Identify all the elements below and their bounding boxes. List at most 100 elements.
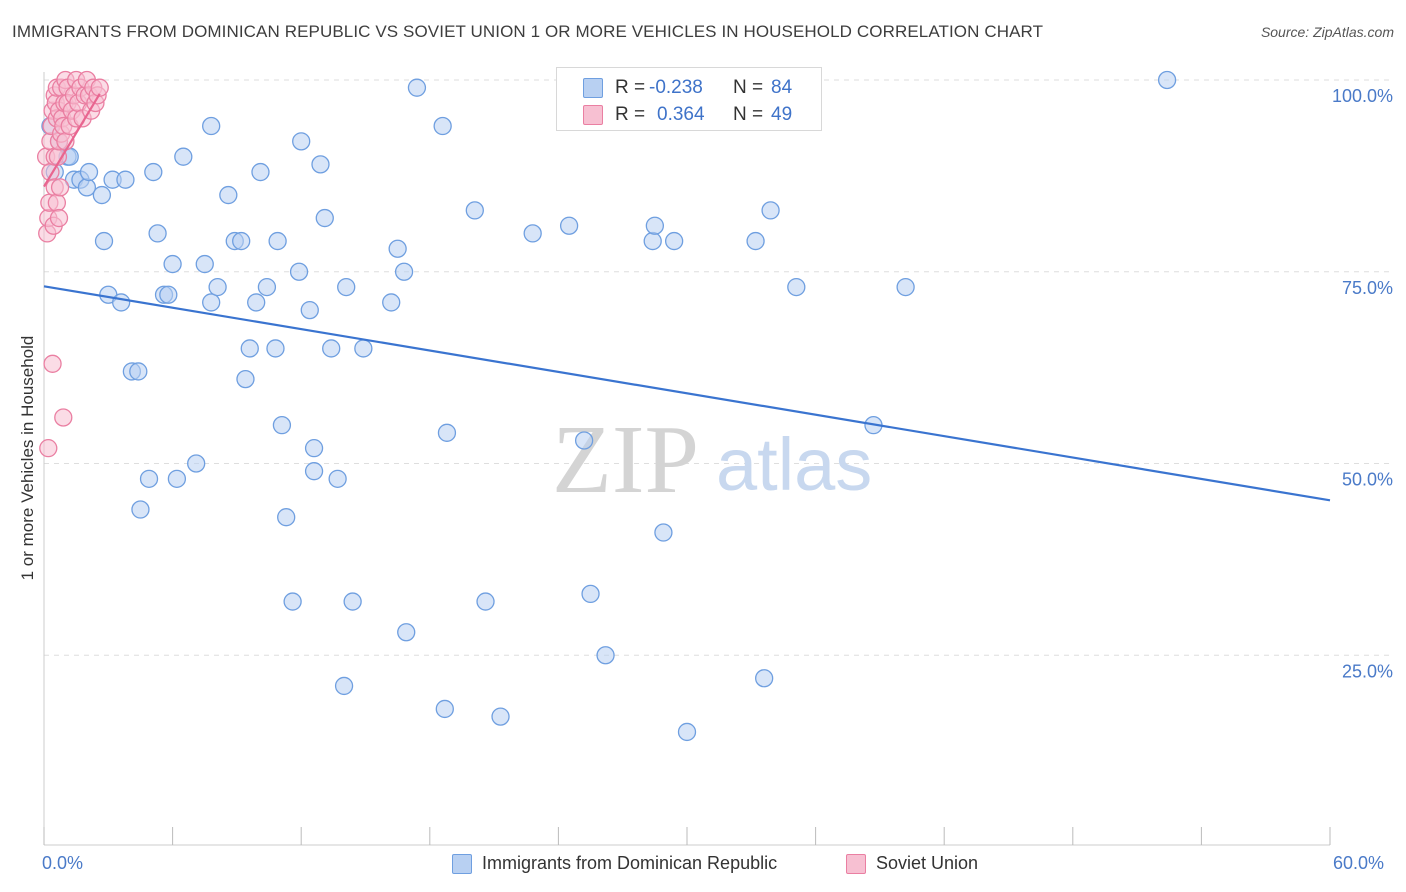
- bottom-legend-swatch-soviet: [846, 854, 866, 874]
- point-dominican: [304, 439, 324, 458]
- legend-r-label: R =: [615, 104, 646, 125]
- point-dominican: [139, 469, 159, 488]
- point-dominican: [94, 231, 114, 251]
- x-tick-label-min: 0.0%: [42, 853, 84, 873]
- point-dominican: [755, 669, 774, 688]
- point-dominican: [116, 170, 135, 189]
- point-dominican: [272, 415, 292, 435]
- legend-n-label: N =: [733, 77, 764, 98]
- point-dominican: [202, 293, 221, 312]
- point-dominican: [523, 224, 542, 243]
- point-dominican: [581, 584, 600, 604]
- point-dominican: [896, 277, 915, 297]
- trend-line-soviet: [43, 93, 101, 188]
- y-tick-label: 50.0%: [1342, 470, 1393, 490]
- point-dominican: [292, 132, 311, 151]
- point-soviet: [49, 208, 69, 228]
- legend-swatch-soviet: [583, 105, 603, 125]
- point-dominican: [195, 254, 214, 274]
- point-dominican: [465, 201, 484, 220]
- legend-swatch-dominican: [583, 78, 603, 98]
- point-dominican: [257, 277, 277, 297]
- point-dominican: [337, 277, 356, 297]
- point-dominican: [219, 185, 238, 205]
- bottom-legend-label-soviet: Soviet Union: [876, 853, 979, 873]
- point-dominican: [574, 431, 594, 450]
- data-points: [36, 70, 1177, 742]
- point-dominican: [1157, 70, 1177, 90]
- point-dominican: [129, 362, 148, 381]
- x-tick-label-max: 60.0%: [1333, 853, 1385, 873]
- bottom-legend-label-dominican: Immigrants from Dominican Republic: [482, 853, 778, 873]
- y-tick-label: 25.0%: [1342, 661, 1393, 681]
- point-dominican: [268, 231, 287, 251]
- legend-r-label: R =: [615, 77, 646, 98]
- y-axis-label: 1 or more Vehicles in Household: [18, 335, 37, 581]
- point-dominican: [491, 707, 510, 726]
- point-soviet: [47, 193, 67, 212]
- point-soviet: [50, 178, 70, 197]
- point-soviet: [39, 439, 58, 458]
- watermark-zip: ZIP: [552, 406, 699, 514]
- point-dominican: [144, 162, 163, 182]
- point-dominican: [79, 162, 99, 182]
- point-dominican: [163, 254, 182, 274]
- point-dominican: [645, 216, 664, 235]
- point-dominican: [304, 462, 324, 481]
- point-dominican: [232, 231, 251, 251]
- point-dominican: [236, 369, 255, 389]
- point-dominican: [247, 293, 266, 312]
- point-dominican: [664, 231, 684, 251]
- watermark: ZIP atlas: [552, 406, 872, 514]
- point-dominican: [397, 623, 416, 642]
- watermark-atlas: atlas: [716, 423, 872, 506]
- legend-row-dominican: R = -0.238 N = 84: [557, 74, 821, 100]
- point-dominican: [787, 277, 806, 297]
- point-dominican: [334, 676, 354, 696]
- point-dominican: [311, 155, 330, 174]
- source-label: Source: ZipAtlas.com: [1260, 24, 1394, 40]
- point-dominican: [354, 339, 373, 358]
- point-soviet: [54, 408, 73, 427]
- y-tick-label: 75.0%: [1342, 278, 1393, 298]
- gridlines: [44, 79, 1392, 656]
- point-soviet: [43, 354, 62, 373]
- point-dominican: [388, 239, 407, 258]
- legend-n-value-dominican: 84: [771, 77, 793, 98]
- point-dominican: [92, 185, 112, 205]
- bottom-legend-swatch-dominican: [452, 854, 472, 874]
- point-dominican: [328, 469, 347, 488]
- point-dominican: [435, 699, 454, 719]
- point-dominican: [174, 147, 193, 166]
- point-dominican: [148, 224, 167, 243]
- point-dominican: [382, 293, 401, 312]
- point-dominican: [283, 592, 302, 611]
- point-dominican: [437, 423, 457, 442]
- point-dominican: [202, 116, 221, 136]
- legend-r-value-soviet: 0.364: [657, 104, 705, 125]
- point-dominican: [746, 231, 765, 251]
- point-dominican: [159, 285, 178, 304]
- point-dominican: [559, 216, 579, 235]
- point-dominican: [251, 162, 270, 182]
- point-dominican: [277, 508, 296, 527]
- point-soviet: [90, 78, 109, 97]
- point-dominican: [131, 500, 150, 519]
- point-dominican: [289, 262, 309, 281]
- point-dominican: [315, 208, 334, 228]
- correlation-legend: R = -0.238 N = 84 R = 0.364 N = 49: [556, 67, 822, 131]
- point-dominican: [643, 231, 662, 251]
- legend-r-value-dominican: -0.238: [649, 77, 703, 98]
- point-dominican: [300, 300, 319, 320]
- point-dominican: [476, 592, 495, 611]
- legend-n-value-soviet: 49: [771, 104, 793, 125]
- chart-title: IMMIGRANTS FROM DOMINICAN REPUBLIC VS SO…: [12, 22, 1044, 41]
- trend-lines: [43, 93, 1331, 502]
- trend-line-dominican: [43, 285, 1331, 502]
- point-dominican: [208, 277, 227, 297]
- point-dominican: [187, 454, 206, 473]
- y-tick-labels: 25.0% 50.0% 75.0% 100.0%: [1332, 86, 1393, 681]
- legend-row-soviet: R = 0.364 N = 49: [557, 101, 821, 127]
- point-dominican: [266, 339, 285, 358]
